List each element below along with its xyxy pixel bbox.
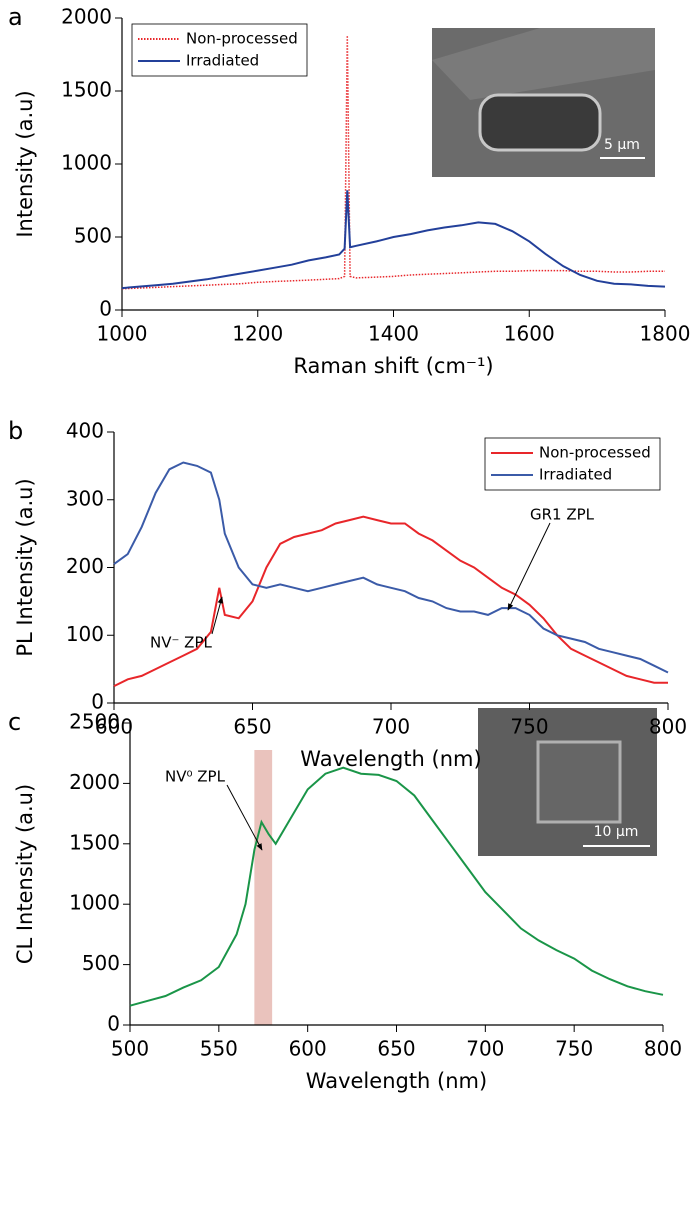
y-tick-label: 0: [99, 297, 112, 321]
x-tick-label: 500: [111, 1037, 149, 1061]
data-line: [113, 461, 669, 674]
y-tick-label: 400: [66, 419, 104, 443]
x-tick-label: 800: [649, 715, 687, 739]
chart-panel: a 0 500 1000 1500 2000 1000 1200 1400 1600 1800 Ram…: [8, 3, 690, 378]
y-tick-label: 300: [66, 486, 104, 510]
y-tick-label: 2500: [69, 710, 120, 734]
inset-shape: [536, 740, 622, 824]
legend-label: Irradiated: [186, 52, 259, 70]
y-tick-label: 500: [82, 951, 120, 975]
y-tick-label: 1000: [69, 891, 120, 915]
chart-panel: b 0 100 200 300 400 600 650 700 750 800 Wavelength …: [8, 417, 687, 771]
y-tick-label: 100: [66, 622, 104, 646]
panel-label: c: [8, 708, 21, 736]
legend-label: Non-processed: [539, 444, 651, 462]
panel-label: b: [8, 417, 23, 445]
y-tick-label: 200: [66, 554, 104, 578]
x-tick-label: 650: [233, 715, 271, 739]
y-axis-label: PL Intensity (a.u): [13, 478, 37, 656]
legend-label: Irradiated: [539, 466, 612, 484]
inset-image-c: [478, 708, 657, 856]
y-tick-label: 2000: [69, 770, 120, 794]
y-tick-label: 500: [74, 224, 112, 248]
annotation: NV⁻ ZPL: [150, 634, 212, 652]
legend-box: [131, 23, 308, 77]
x-tick-label: 700: [372, 715, 410, 739]
x-tick-label: 1800: [640, 322, 691, 346]
x-tick-label: 600: [95, 715, 133, 739]
annotation-arrow: [226, 784, 263, 851]
x-tick-label: 750: [510, 715, 548, 739]
x-tick-label: 750: [555, 1037, 593, 1061]
y-axis-label: CL Intensity (a.u): [13, 784, 37, 964]
annotation-arrow: [507, 522, 551, 611]
inset-image-a: [432, 28, 655, 177]
y-tick-label: 1500: [61, 78, 112, 102]
y-axis-label: Intensity (a.u): [13, 90, 37, 237]
x-tick-label: 700: [466, 1037, 504, 1061]
inset-shape: [478, 93, 602, 152]
inset-shape: [432, 28, 655, 100]
legend-label: Non-processed: [186, 30, 298, 48]
x-tick-label: 650: [377, 1037, 415, 1061]
y-tick-label: 1500: [69, 830, 120, 854]
y-tick-label: 1000: [61, 151, 112, 175]
x-tick-label: 1400: [368, 322, 419, 346]
x-axis-label: Raman shift (cm⁻¹): [293, 354, 493, 378]
annotation: GR1 ZPL: [530, 506, 595, 524]
legend-box: [484, 437, 661, 491]
x-tick-label: 1000: [97, 322, 148, 346]
x-axis-label: Wavelength (nm): [306, 1069, 487, 1093]
data-line: [121, 190, 666, 290]
x-tick-label: 1200: [232, 322, 283, 346]
scale-bar-label: 5 µm: [604, 137, 640, 153]
annotation: NV⁰ ZPL: [165, 768, 226, 786]
y-tick-label: 0: [107, 1012, 120, 1036]
y-tick-label: 2000: [61, 5, 112, 29]
data-line: [121, 35, 665, 290]
y-tick-label: 0: [91, 690, 104, 714]
annotation-arrow: [211, 596, 224, 635]
scale-bar-label: 10 µm: [594, 824, 639, 840]
data-line: [129, 766, 664, 1007]
highlight-band: [254, 750, 273, 1025]
x-tick-label: 1600: [504, 322, 555, 346]
data-line: [113, 515, 668, 687]
x-axis-label: Wavelength (nm): [300, 747, 481, 771]
x-tick-label: 550: [200, 1037, 238, 1061]
panel-label: a: [8, 3, 23, 31]
x-tick-label: 600: [289, 1037, 327, 1061]
x-tick-label: 800: [644, 1037, 682, 1061]
